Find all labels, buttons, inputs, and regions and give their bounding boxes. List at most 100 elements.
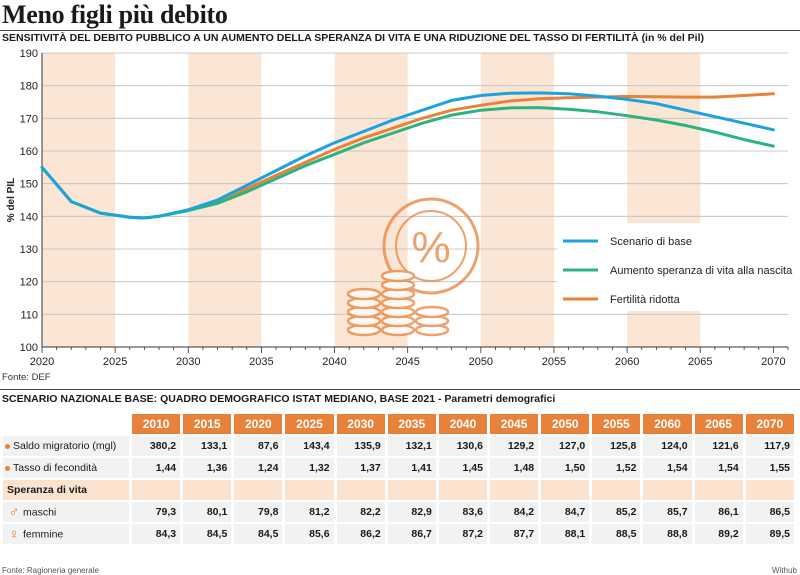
line-chart: 100 110 120 130 140 150 160 170 180 190 2020 2025 20… [6,48,793,368]
table-cell: 88,8 [643,524,692,544]
legend-label: Fertilità ridotta [610,294,681,306]
table-cell: 129,2 [489,436,539,456]
x-tick-label: 2065 [688,356,712,368]
divider [0,389,800,390]
table-cell: 80,1 [183,502,232,522]
table-cell: 79,3 [132,502,181,522]
year-header: 2025 [285,414,334,434]
section-label: Speranza di vita [3,480,129,500]
y-tick-label: 160 [20,146,38,158]
y-tick-label: 190 [20,48,38,60]
year-header: 2050 [541,414,590,434]
y-tick-label: 130 [20,244,38,256]
table-cell: 1,48 [489,458,539,478]
section-cell [489,480,539,500]
bullet-icon [5,465,10,471]
table-cell: 1,24 [234,458,283,478]
table-cell: 1,55 [745,458,794,478]
table-cell: 82,9 [387,502,436,522]
row-label-text: maschi [23,506,57,518]
table-cell: 88,5 [592,524,641,544]
table-cell: 1,50 [541,458,590,478]
table-cell: 87,2 [438,524,487,544]
x-tick-label: 2035 [249,356,273,368]
row-label: Saldo migratorio (mgl) [3,436,129,456]
table-cell: 81,2 [285,502,334,522]
table-cell: 1,32 [285,458,334,478]
year-header: 2065 [694,414,743,434]
table-cell: 130,6 [438,436,487,456]
table-cell: 1,41 [387,458,436,478]
shaded-band [42,53,116,347]
y-tick-label: 170 [20,113,38,125]
table-cell: 124,0 [643,436,692,456]
section-cell [643,480,692,500]
table-cell: 86,2 [336,524,385,544]
svg-text:%: % [411,223,450,272]
header-blank [3,414,129,434]
x-tick-label: 2070 [761,356,785,368]
table-body: Saldo migratorio (mgl) 380,2 133,1 87,6 143,… [3,436,794,544]
table-cell: 132,1 [387,436,436,456]
y-tick-label: 120 [20,277,38,289]
table-cell: 1,54 [643,458,692,478]
table-cell: 1,45 [438,458,487,478]
x-tick-label: 2025 [103,356,127,368]
y-tick-label: 100 [20,342,38,354]
x-tick-label: 2040 [322,356,346,368]
table-cell: 89,5 [745,524,794,544]
table-row: ♀ femmine 84,3 84,5 84,5 85,6 86,2 86,7 87,2 87,7… [3,524,794,544]
row-label-text: Tasso di fecondità [13,462,98,474]
year-header: 2020 [234,414,283,434]
section-cell [592,480,641,500]
section-cell [183,480,232,500]
section-cell [387,480,436,500]
section-cell [745,480,794,500]
table-cell: 135,9 [336,436,385,456]
bullet-icon [5,443,10,449]
table-cell: 87,6 [234,436,283,456]
table-title: SCENARIO NAZIONALE BASE: QUADRO DEMOGRAF… [2,393,556,405]
row-label: Tasso di fecondità [3,458,129,478]
legend-background [557,223,789,311]
page-title: Meno figli più debito [2,0,228,29]
table-cell: 1,54 [694,458,743,478]
table-cell: 84,3 [132,524,181,544]
table-cell: 117,9 [745,436,794,456]
table-cell: 86,5 [745,502,794,522]
table-cell: 85,2 [592,502,641,522]
table-cell: 121,6 [694,436,743,456]
section-cell [541,480,590,500]
series-line [40,91,775,220]
year-header: 2060 [643,414,692,434]
year-header: 2040 [438,414,487,434]
row-label: ♀ femmine [3,524,129,544]
table-cell: 84,5 [183,524,232,544]
percent-coins-icon: % [346,197,480,337]
y-axis-label: % del PIL [6,178,17,222]
legend-label: Scenario di base [610,236,692,248]
table-cell: 127,0 [541,436,590,456]
table-cell: 79,8 [234,502,283,522]
chart-subtitle: SENSITIVITÀ DEL DEBITO PUBBLICO A UN AUM… [2,32,704,44]
x-tick-label: 2055 [542,356,566,368]
year-header: 2070 [745,414,794,434]
table-cell: 380,2 [132,436,181,456]
female-icon: ♀ [8,525,20,543]
x-tick-label: 2060 [615,356,639,368]
demographic-table: 2010 2015 2020 2025 2030 2035 2040 2045 2050 2055… [0,412,797,546]
year-header: 2015 [183,414,232,434]
x-tick-label: 2020 [30,356,54,368]
x-tick-label: 2030 [176,356,200,368]
table-cell: 1,52 [592,458,641,478]
chart-source: Fonte: DEF [2,372,51,383]
table-row: Tasso di fecondità 1,44 1,36 1,24 1,32 1,37 1,… [3,458,794,478]
section-cell [694,480,743,500]
y-tick-label: 180 [20,81,38,93]
y-tick-label: 140 [20,211,38,223]
table-cell: 1,37 [336,458,385,478]
section-cell [438,480,487,500]
table-cell: 85,7 [643,502,692,522]
y-tick-label: 150 [20,179,38,191]
table-cell: 1,44 [132,458,181,478]
